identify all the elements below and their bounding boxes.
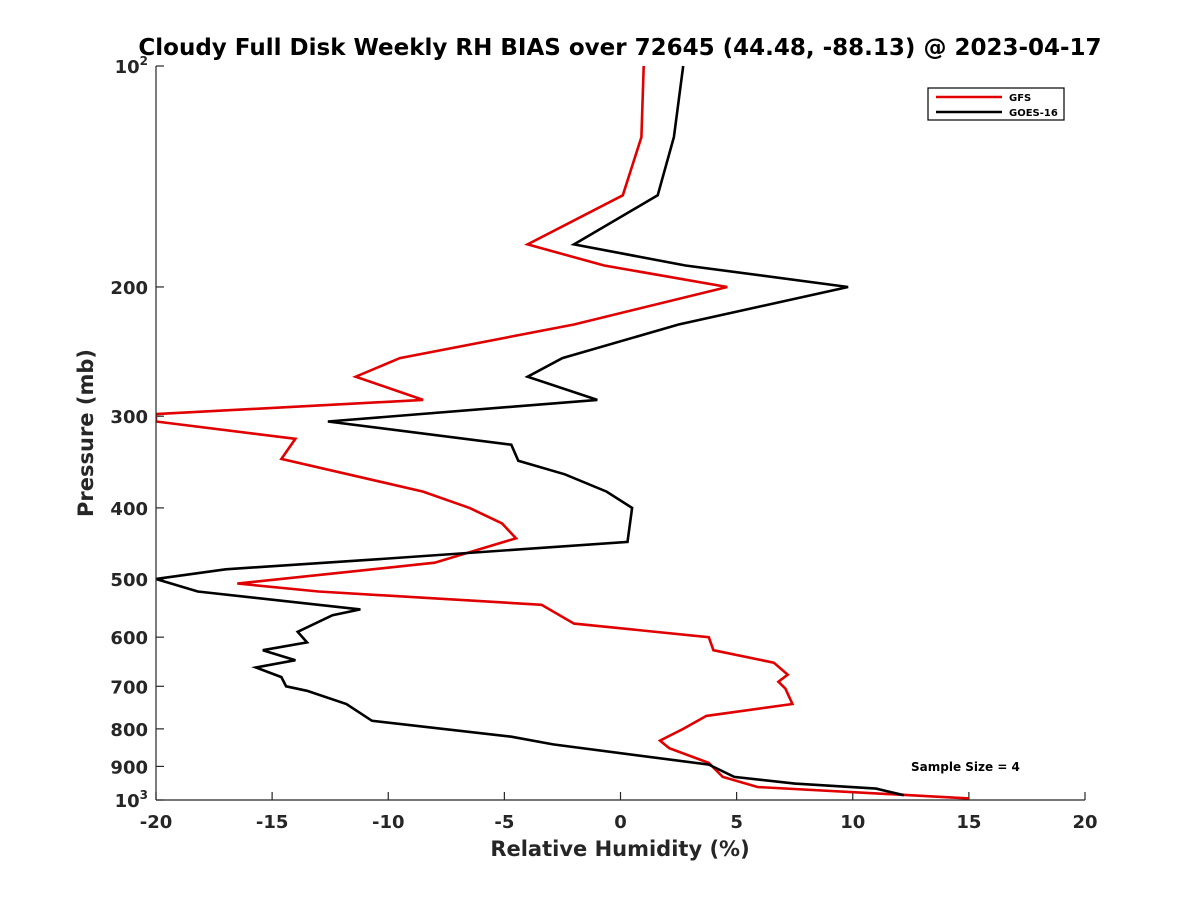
legend: GFS GOES-16	[927, 87, 1065, 121]
y-tick-label: 200	[110, 278, 148, 299]
x-axis-label: Relative Humidity (%)	[490, 837, 749, 861]
x-tick-label: 15	[956, 812, 981, 833]
legend-label: GOES-16	[1009, 108, 1058, 119]
x-tick-label: 0	[614, 812, 627, 833]
x-tick-label: -20	[140, 812, 173, 833]
chart-title: Cloudy Full Disk Weekly RH BIAS over 726…	[138, 35, 1101, 61]
y-tick-label: 103	[115, 788, 148, 812]
y-tick-label: 102	[115, 54, 148, 78]
sample-size-annotation: Sample Size = 4	[911, 760, 1020, 774]
x-tick-label: 10	[840, 812, 865, 833]
series-layer	[156, 65, 969, 800]
x-tick-label: 5	[730, 812, 743, 833]
x-tick-label: -5	[494, 812, 514, 833]
series-line-gfs	[156, 65, 969, 800]
y-tick-label: 300	[110, 407, 148, 428]
x-tick-label: 20	[1072, 812, 1097, 833]
y-tick-label: 400	[110, 499, 148, 520]
y-tick-exponent: 3	[140, 788, 148, 802]
y-tick-label: 800	[110, 720, 148, 741]
x-tick-label: -10	[372, 812, 405, 833]
y-tick-base: 10	[115, 57, 140, 78]
y-axis-label: Pressure (mb)	[74, 349, 98, 517]
y-tick-base: 10	[115, 791, 140, 812]
y-tick-label: 600	[110, 628, 148, 649]
x-tick-label: -15	[256, 812, 289, 833]
y-tick-label: 500	[110, 570, 148, 591]
y-tick-label: 900	[110, 757, 148, 778]
legend-label: GFS	[1009, 93, 1031, 104]
x-axis-ticks: -20 -15 -10 -5 0 5 10 15 20	[140, 792, 1098, 833]
legend-box	[927, 87, 1065, 121]
y-tick-exponent: 2	[140, 54, 148, 68]
series-line-goes-16	[156, 65, 905, 797]
y-tick-label: 700	[110, 677, 148, 698]
